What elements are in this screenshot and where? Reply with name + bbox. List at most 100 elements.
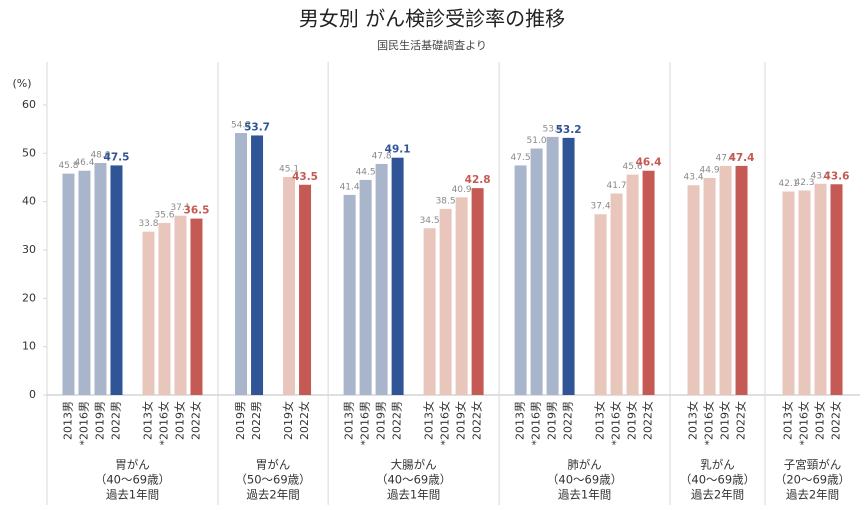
group-label: 過去2年間 [691,488,744,502]
x-tick-label: 2019男 [375,401,388,440]
value-label: 44.9 [700,165,720,175]
group-label: 胃がん [256,458,291,472]
value-label: 44.5 [356,167,376,177]
x-tick-label: *2016女 [702,401,716,446]
value-label: 53.2 [556,124,582,136]
value-label: 47.4 [729,152,755,164]
bar [190,218,203,395]
group-label: 過去1年間 [106,488,159,502]
bar [514,165,527,395]
y-tick-label: 10 [22,340,36,353]
value-label: 38.5 [436,196,456,206]
group-label: 子宮頸がん [784,458,842,472]
bar [235,133,248,396]
y-unit: (%) [12,77,31,90]
x-tick-label: 2022女 [297,401,311,440]
x-tick-label: 2022男 [562,401,575,440]
value-label: 42.1 [778,179,798,189]
value-label: 53.7 [244,121,270,133]
x-tick-label: 2022男 [250,401,263,440]
value-label: 43.4 [684,173,704,183]
group-label: 過去2年間 [246,488,299,502]
value-label: 37.4 [591,202,611,212]
x-tick-label: *2016男 [77,401,90,446]
y-tick-label: 60 [22,98,36,111]
x-tick-label: 2022女 [641,401,655,440]
x-tick-label: 2019女 [281,401,295,440]
x-tick-label: 2019女 [172,401,186,440]
value-label: 48.0 [90,151,110,161]
bar [78,170,91,395]
value-label: 47.5 [104,151,130,163]
value-label: 34.5 [420,216,440,226]
x-tick-label: *2016女 [609,401,623,446]
group-label: 胃がん [115,458,150,472]
y-tick-label: 0 [29,388,36,401]
bar [830,184,843,395]
y-tick-label: 20 [22,291,36,304]
bar [251,135,264,395]
bar [343,194,356,395]
value-label: 35.6 [154,210,174,220]
bar [814,183,827,395]
bar [423,228,436,395]
chart-subtitle: 国民生活基礎調査より [377,38,487,52]
x-tick-label: *2016男 [530,401,543,446]
x-tick-label: 2013女 [422,401,436,440]
value-label: 51.0 [527,136,547,146]
y-tick-label: 50 [22,146,36,159]
value-label: 47.4 [716,153,736,163]
value-label: 45.8 [58,161,78,171]
value-label: 37.1 [170,203,190,213]
x-tick-label: *2016女 [438,401,452,446]
bar [687,185,700,395]
value-label: 40.9 [452,185,472,195]
x-tick-label: 2013男 [343,401,356,440]
group-label: 乳がん [700,458,735,472]
bar [439,208,452,395]
x-tick-label: 2019女 [625,401,639,440]
group-label: 過去1年間 [387,488,440,502]
bar [735,165,748,395]
bar [642,170,655,395]
value-label: 42.8 [465,174,491,186]
value-label: 33.8 [138,219,158,229]
x-tick-label: *2016女 [156,401,170,446]
bar [798,190,811,395]
bar [283,177,296,395]
bar [158,222,171,395]
x-tick-label: 2022女 [829,401,843,440]
value-label: 43.6 [824,170,850,182]
x-tick-label: 2019女 [454,401,468,440]
group-label: （40～69歳） [680,473,755,487]
x-tick-label: *2016女 [797,401,811,446]
bar [703,177,716,395]
x-tick-label: 2022男 [109,401,122,440]
group-label: （40～69歳） [376,473,451,487]
value-label: 43.7 [810,171,830,181]
y-tick-label: 30 [22,243,36,256]
group-label: 大腸がん [391,458,437,472]
bar [110,165,123,395]
group-label: 過去1年間 [558,488,611,502]
bar [719,165,732,395]
bar [471,188,484,395]
group-label: （40～69歳） [95,473,170,487]
value-label: 41.7 [607,181,627,191]
value-label: 47.5 [511,153,531,163]
value-label: 42.3 [794,178,814,188]
group-label: （20～69歳） [775,473,850,487]
bar [455,197,468,395]
x-tick-label: 2013女 [140,401,154,440]
x-tick-label: 2013女 [781,401,795,440]
value-label: 47.8 [372,151,392,161]
x-tick-label: 2022女 [470,401,484,440]
bar [174,215,187,395]
value-label: 46.4 [74,158,94,168]
bar [782,191,795,395]
x-tick-label: 2019女 [718,401,732,440]
x-tick-label: 2013女 [686,401,700,440]
y-tick-label: 40 [22,195,36,208]
group-label: （50～69歳） [235,473,310,487]
